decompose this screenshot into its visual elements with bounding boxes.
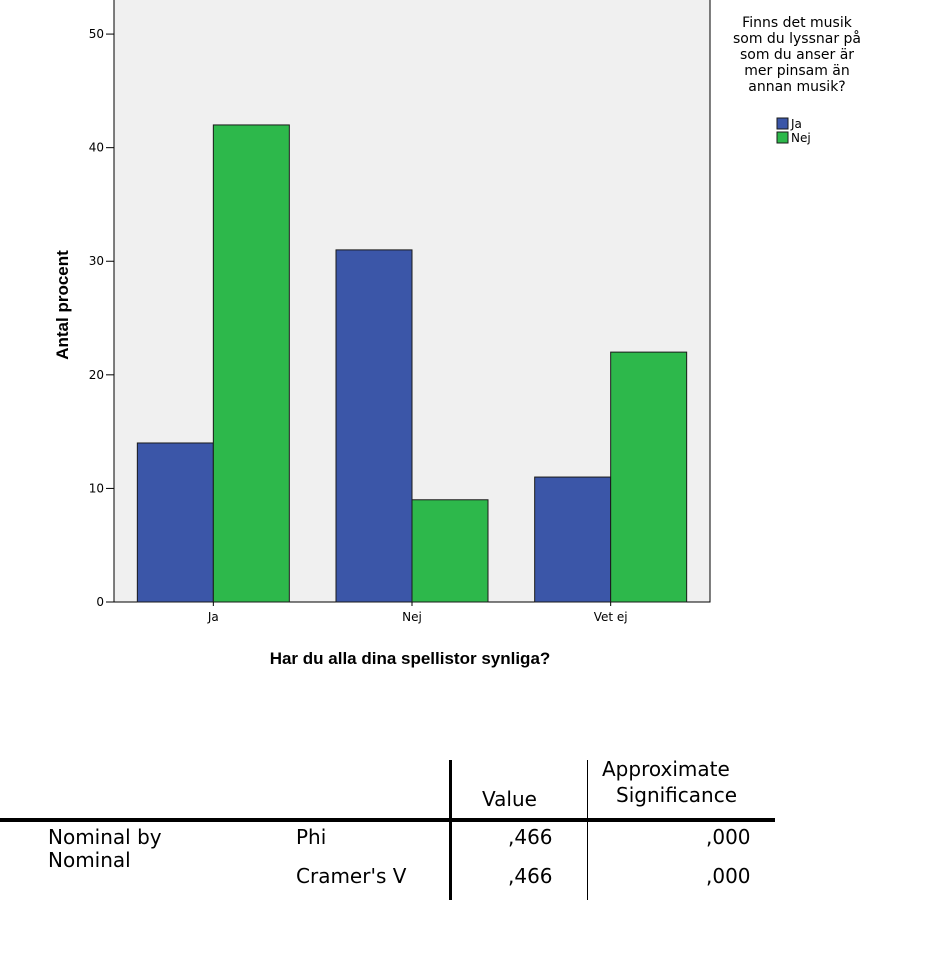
header-significance-line2: Significance <box>616 783 738 807</box>
header-value: Value <box>482 787 537 811</box>
statistics-table: Value Approximate Significance Nominal b… <box>0 748 800 908</box>
legend-title-line: Finns det musik <box>742 15 853 31</box>
row-value-cramers-v: ,466 <box>508 864 553 888</box>
bar-nej-ja <box>335 249 413 603</box>
y-tick-label: 10 <box>89 481 104 495</box>
bar-vet-ej-nej <box>610 351 688 603</box>
y-tick-label: 0 <box>96 595 104 609</box>
row-measure-cramers-v: Cramer's V <box>296 864 407 888</box>
legend-title-line: annan musik? <box>748 79 845 95</box>
legend-label-ja: Ja <box>790 117 802 131</box>
row-value-phi: ,466 <box>508 825 553 849</box>
x-tick-label: Nej <box>402 610 422 624</box>
x-tick-label: Ja <box>207 610 219 624</box>
y-tick-label: 50 <box>89 27 104 41</box>
row-measure-phi: Phi <box>296 825 327 849</box>
bar-ja-ja <box>136 442 214 603</box>
row-group-label-line2: Nominal <box>48 848 131 872</box>
bar-nej-nej <box>411 499 489 603</box>
legend-swatch-ja <box>776 117 789 130</box>
bars <box>136 124 688 603</box>
y-axis-title: Antal procent <box>53 250 72 360</box>
table-header-rule <box>0 818 775 822</box>
x-axis-title: Har du alla dina spellistor synliga? <box>270 649 551 668</box>
legend-title-line: som du anser är <box>740 47 854 63</box>
legend-title-line: som du lyssnar på <box>733 30 861 47</box>
row-significance-cramers-v: ,000 <box>706 864 751 888</box>
row-group-label-line1: Nominal by <box>48 825 162 849</box>
x-tick-label: Vet ej <box>594 610 628 624</box>
y-tick-label: 20 <box>89 368 104 382</box>
header-significance-line1: Approximate <box>602 757 730 781</box>
table-divider-right <box>587 760 588 900</box>
legend-swatch-nej <box>776 131 789 144</box>
legend-label-nej: Nej <box>791 131 811 145</box>
bar-vet-ej-ja <box>534 476 612 603</box>
y-tick-label: 40 <box>89 141 104 155</box>
table-divider-left <box>449 760 452 900</box>
bar-ja-nej <box>212 124 290 603</box>
y-tick-label: 30 <box>89 254 104 268</box>
row-significance-phi: ,000 <box>706 825 751 849</box>
axes: 0 10 20 30 40 50 Ja Nej Vet ej <box>89 27 628 624</box>
legend-title-line: mer pinsam än <box>744 63 850 79</box>
